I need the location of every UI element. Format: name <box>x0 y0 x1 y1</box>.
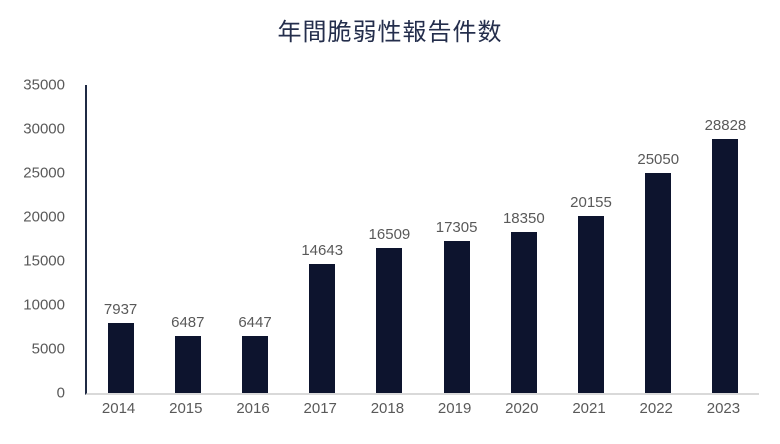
bar-value-label-2023: 28828 <box>704 117 747 135</box>
bar-2017 <box>309 264 336 393</box>
bar-value-label-2021: 20155 <box>570 193 612 211</box>
bar-value-label-2014: 7937 <box>103 301 138 319</box>
bar-value-label-2020: 18350 <box>502 209 545 227</box>
y-tick-label-20000: 20000 <box>23 208 65 226</box>
bar-value-label-2016: 6447 <box>238 314 272 332</box>
y-tick-label-15000: 15000 <box>23 252 65 270</box>
bar-group-2020: 18350 <box>490 85 557 393</box>
x-tick-label-2022: 2022 <box>639 400 673 417</box>
bar-value-label-2018: 16509 <box>368 225 411 243</box>
plot-area: 7937 6487 6447 14643 16509 17305 18350 20155 250… <box>85 85 759 395</box>
x-tick-label-2023: 2023 <box>706 400 741 417</box>
bar-group-2017: 14643 <box>289 85 356 393</box>
bar-2014 <box>107 323 134 393</box>
y-tick-label-30000: 30000 <box>23 120 65 138</box>
bar-2020 <box>510 231 537 393</box>
bar-2016 <box>242 336 268 393</box>
x-tick-label-2014: 2014 <box>101 400 136 417</box>
bar-group-2015: 6487 <box>154 85 221 393</box>
x-tick-label-2020: 2020 <box>505 400 539 417</box>
bar-2015 <box>174 335 201 393</box>
bar-value-label-2022: 25050 <box>637 150 680 168</box>
bar-group-2014: 7937 <box>87 85 154 393</box>
bar-value-label-2019: 17305 <box>435 218 478 236</box>
x-tick-label-2016: 2016 <box>236 400 270 417</box>
y-tick-label-25000: 25000 <box>23 164 65 182</box>
bar-2023 <box>712 139 739 393</box>
x-tick-label-2017: 2017 <box>303 400 337 417</box>
y-tick-label-35000: 35000 <box>23 76 65 94</box>
x-axis: 2014 2015 2016 2017 2018 2019 2020 2021 2022 2023 <box>85 400 757 417</box>
y-axis: 0 5000 10000 15000 20000 25000 30000 35000 <box>0 77 75 402</box>
x-tick-label-2015: 2015 <box>169 400 203 417</box>
chart-title: 年間脆弱性報告件数 <box>277 19 503 46</box>
bar-group-2021: 20155 <box>557 85 624 393</box>
bar-2018 <box>376 247 403 393</box>
x-tick-label-2019: 2019 <box>437 400 472 417</box>
bar-2021 <box>578 215 605 393</box>
bar-group-2022: 25050 <box>625 85 692 393</box>
bar-group-2018: 16509 <box>356 85 423 393</box>
x-tick-label-2021: 2021 <box>572 400 606 417</box>
x-tick-label-2018: 2018 <box>370 400 405 417</box>
bar-value-label-2015: 6487 <box>171 313 205 331</box>
y-tick-label-5000: 5000 <box>31 340 65 358</box>
bar-group-2019: 17305 <box>423 85 490 393</box>
bar-group-2016: 6447 <box>221 85 288 393</box>
bar-group-2023: 28828 <box>692 85 759 393</box>
y-tick-label-10000: 10000 <box>23 296 65 314</box>
bar-2019 <box>443 240 470 393</box>
bar-2022 <box>645 172 672 393</box>
y-tick-label-0: 0 <box>56 384 65 402</box>
bar-value-label-2017: 14643 <box>301 242 344 260</box>
